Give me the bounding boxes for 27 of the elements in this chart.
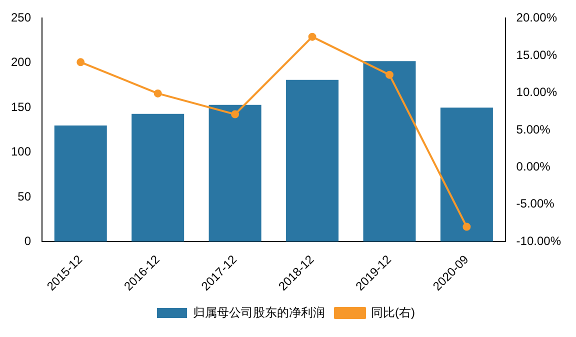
point — [76, 58, 85, 66]
y2-tick-label: -5.00% — [516, 196, 555, 211]
point — [385, 70, 394, 79]
point — [231, 110, 240, 118]
y-tick-label: 150 — [10, 100, 32, 114]
bar — [208, 104, 262, 242]
bar — [132, 114, 184, 242]
bar — [363, 61, 416, 242]
bar — [54, 125, 107, 242]
y2-tick-label: -10.00% — [516, 234, 562, 248]
y2-tick-label: 15.00% — [516, 48, 558, 62]
point — [462, 222, 471, 231]
point — [308, 32, 316, 41]
y-tick-label: 250 — [10, 10, 32, 25]
y2-tick-label: 5.00% — [516, 122, 551, 136]
y2-tick-label: 0.00% — [516, 159, 551, 174]
legend-label: 同比(右) — [371, 305, 416, 320]
legend-label: 归属母公司股东的净利润 — [193, 305, 326, 320]
y-tick-label: 200 — [10, 55, 32, 70]
y-tick-label: 100 — [10, 144, 32, 159]
y-tick-label: 0 — [24, 234, 32, 248]
y2-tick-label: 10.00% — [516, 85, 558, 100]
bar — [440, 108, 493, 242]
point — [154, 89, 162, 98]
y2-tick-label: 20.00% — [516, 10, 558, 25]
bar — [286, 80, 339, 242]
y-tick-label: 50 — [18, 189, 32, 204]
